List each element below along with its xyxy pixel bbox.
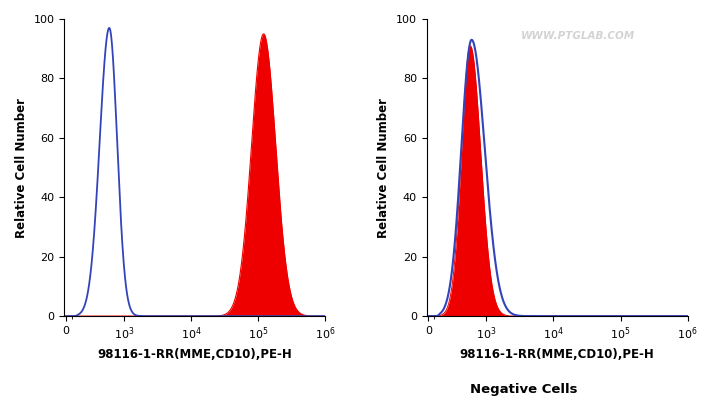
Text: WWW.PTGLAB.COM: WWW.PTGLAB.COM	[521, 31, 635, 41]
Y-axis label: Relative Cell Number: Relative Cell Number	[15, 98, 28, 238]
X-axis label: 98116-1-RR(MME,CD10),PE-H: 98116-1-RR(MME,CD10),PE-H	[460, 348, 655, 361]
X-axis label: 98116-1-RR(MME,CD10),PE-H: 98116-1-RR(MME,CD10),PE-H	[98, 348, 292, 361]
Y-axis label: Relative Cell Number: Relative Cell Number	[377, 98, 390, 238]
Text: Negative Cells: Negative Cells	[471, 383, 578, 396]
